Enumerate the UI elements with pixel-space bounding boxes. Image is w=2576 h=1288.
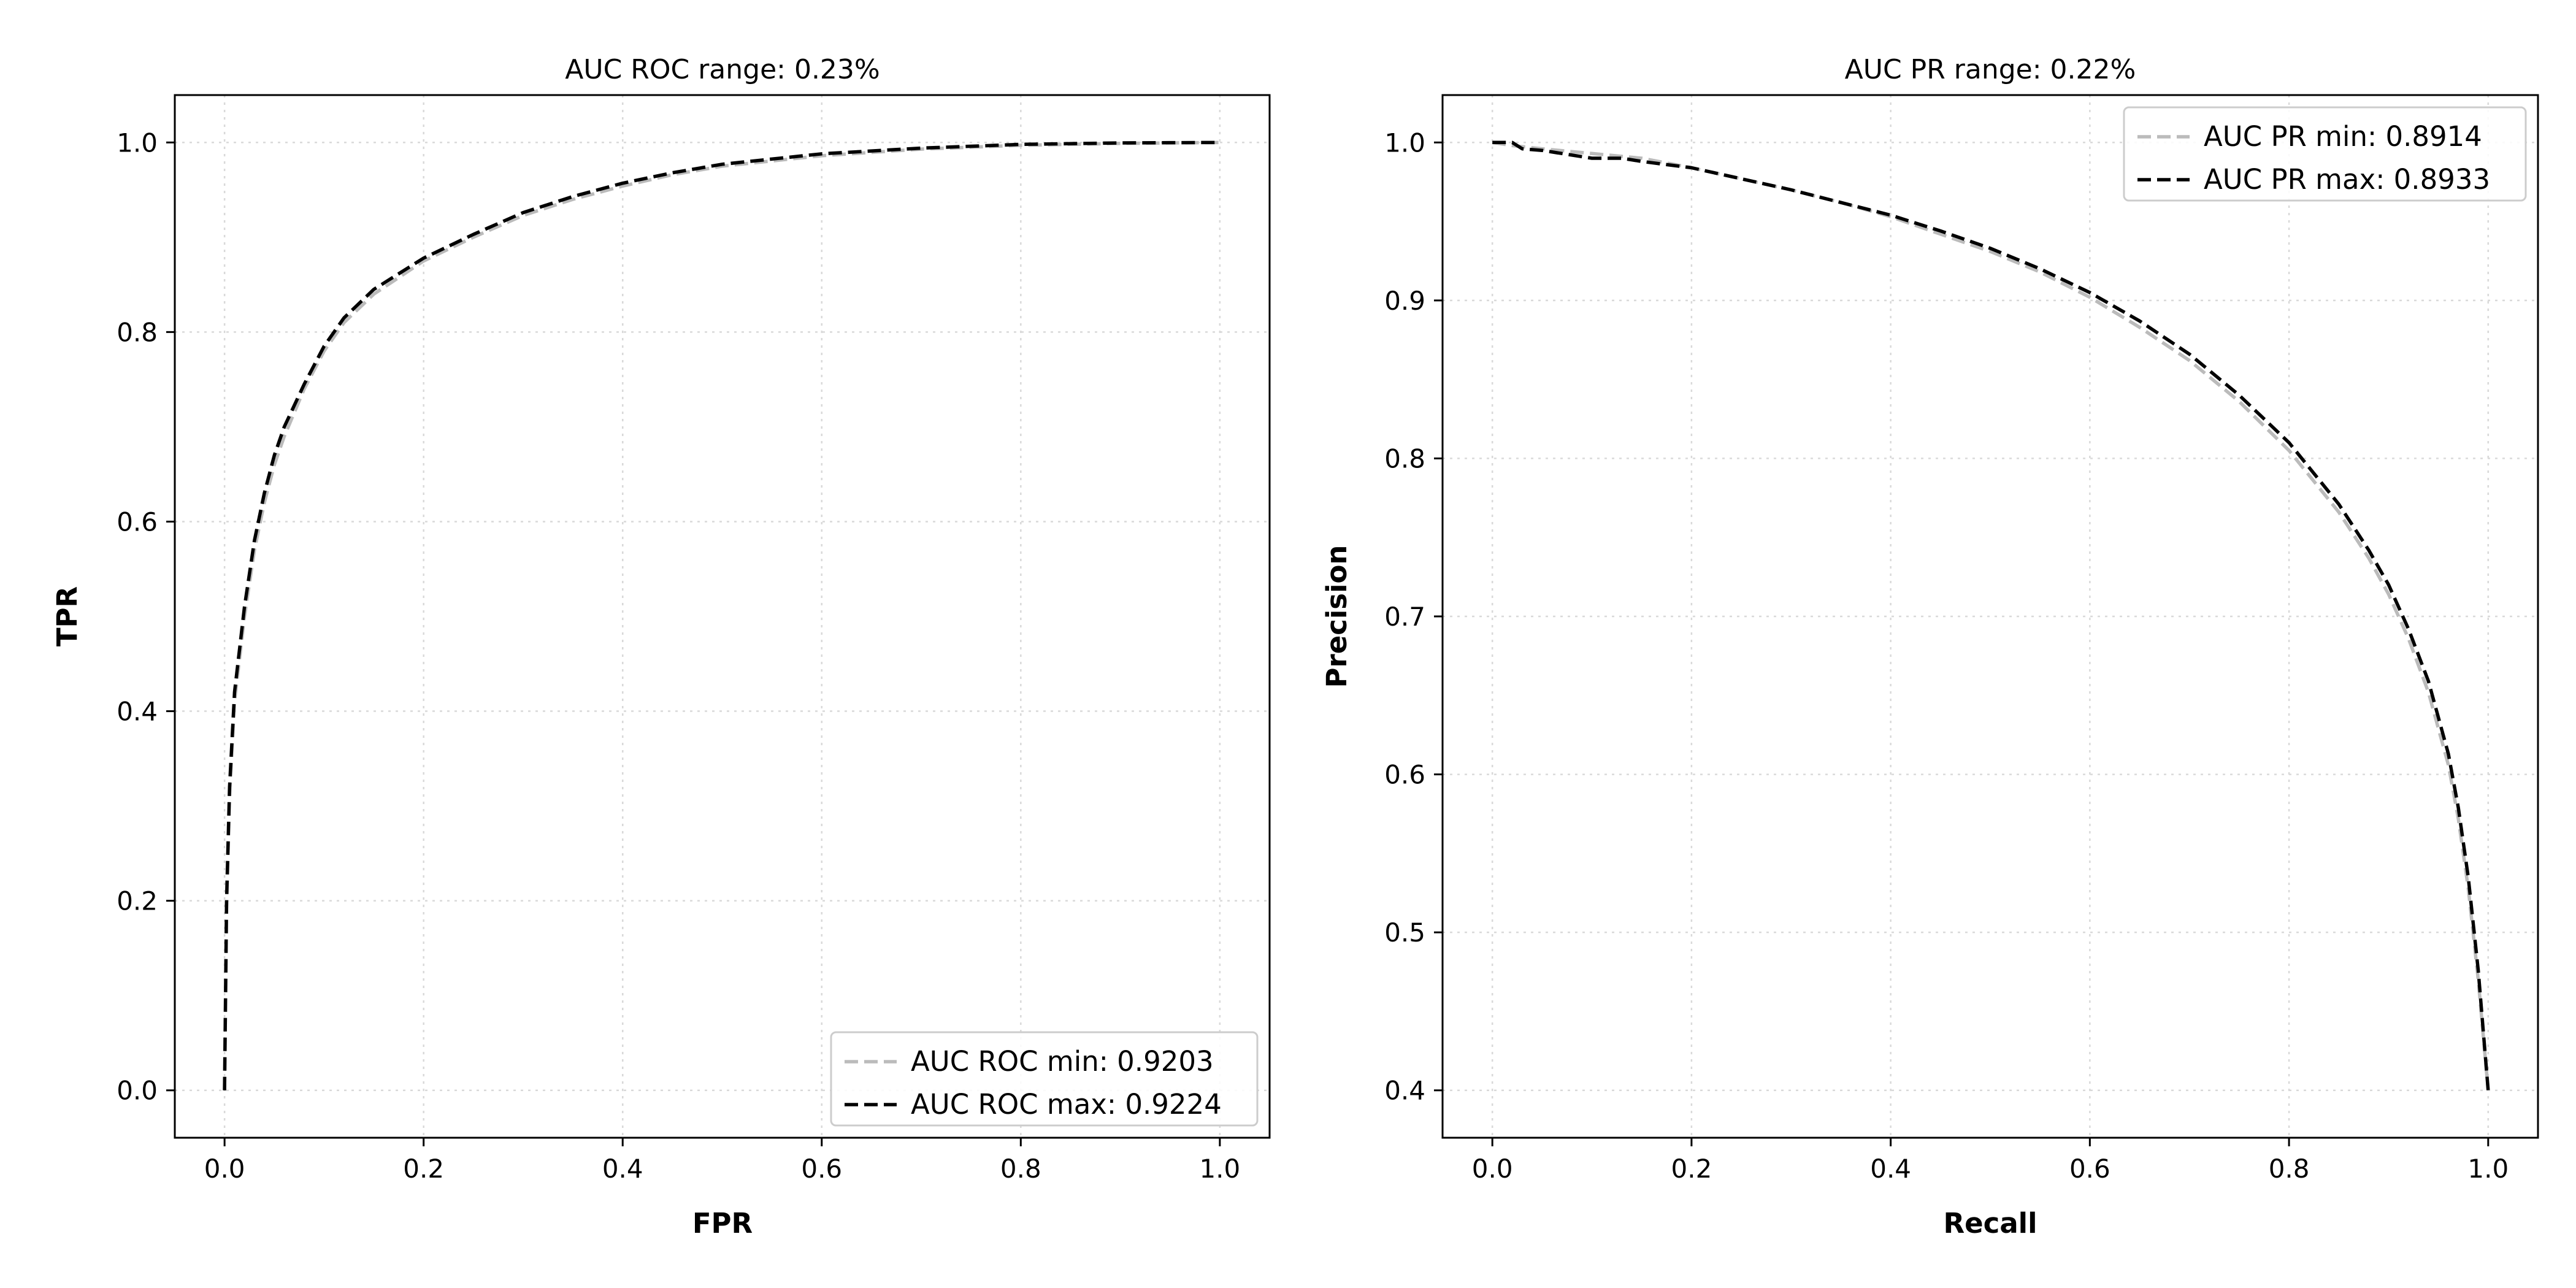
pr-y-tick-label: 1.0 [1384, 128, 1425, 158]
pr-y-tick-label: 0.6 [1384, 760, 1425, 790]
pr-x-tick-label: 0.6 [2069, 1154, 2110, 1184]
pr-legend-label: AUC PR min: 0.8914 [2204, 120, 2482, 153]
roc-x-tick-label: 0.8 [1000, 1154, 1041, 1184]
roc-series-line-min [223, 140, 1220, 1091]
pr-legend-box [2123, 106, 2527, 202]
roc-legend: AUC ROC min: 0.9203 AUC ROC max: 0.9224 [830, 1031, 1259, 1127]
pr-y-tick-label: 0.7 [1384, 602, 1425, 632]
pr-series-line-min [1492, 140, 2490, 1091]
roc-x-tick-label: 0.0 [204, 1154, 245, 1184]
roc-x-axis-label: FPR [692, 1207, 753, 1240]
pr-chart-title: AUC PR range: 0.22% [1845, 54, 2136, 85]
roc-y-tick-label: 0.8 [117, 317, 158, 347]
roc-x-tick-label: 0.4 [602, 1154, 643, 1184]
pr-legend: AUC PR min: 0.8914 AUC PR max: 0.8933 [2123, 106, 2527, 202]
roc-y-tick-label: 0.6 [117, 507, 158, 537]
pr-x-tick-label: 0.8 [2269, 1154, 2310, 1184]
roc-y-tick-label: 0.4 [117, 697, 158, 727]
roc-y-tick-label: 0.0 [117, 1076, 158, 1106]
roc-legend-label: AUC ROC min: 0.9203 [911, 1045, 1214, 1078]
pr-y-tick-label: 0.8 [1384, 443, 1425, 473]
roc-y-tick-label: 1.0 [117, 128, 158, 158]
pr-legend-label: AUC PR max: 0.8933 [2204, 163, 2490, 196]
roc-plot-frame [174, 94, 1271, 1139]
roc-chart: AUC ROC range: 0.23% FPR TPR 0.0 0.2 0.4 0.… [51, 54, 1271, 1240]
pr-plot-frame [1441, 94, 2539, 1139]
pr-x-tick-label: 0.2 [1671, 1154, 1712, 1184]
pr-chart: AUC PR range: 0.22% Recall Precision 0.0… [1321, 54, 2539, 1240]
roc-legend-box [830, 1031, 1259, 1127]
pr-x-tick-label: 0.0 [1472, 1154, 1513, 1184]
roc-y-tick-label: 0.2 [117, 886, 158, 916]
pr-y-tick-label: 0.5 [1384, 918, 1425, 948]
pr-y-tick-label: 0.9 [1384, 286, 1425, 316]
pr-x-axis-label: Recall [1943, 1207, 2037, 1240]
roc-chart-title: AUC ROC range: 0.23% [565, 54, 880, 85]
roc-legend-label: AUC ROC max: 0.9224 [911, 1088, 1222, 1121]
pr-series-line-max [1492, 140, 2490, 1091]
roc-x-tick-label: 0.2 [403, 1154, 444, 1184]
roc-y-axis-label: TPR [51, 586, 83, 646]
pr-y-tick-label: 0.4 [1384, 1076, 1425, 1106]
pr-y-axis-label: Precision [1321, 545, 1353, 688]
roc-x-tick-label: 1.0 [1199, 1154, 1240, 1184]
pr-x-tick-label: 1.0 [2467, 1154, 2509, 1184]
pr-x-tick-label: 0.4 [1870, 1154, 1911, 1184]
roc-series-line-max [223, 140, 1220, 1091]
roc-x-tick-label: 0.6 [801, 1154, 842, 1184]
